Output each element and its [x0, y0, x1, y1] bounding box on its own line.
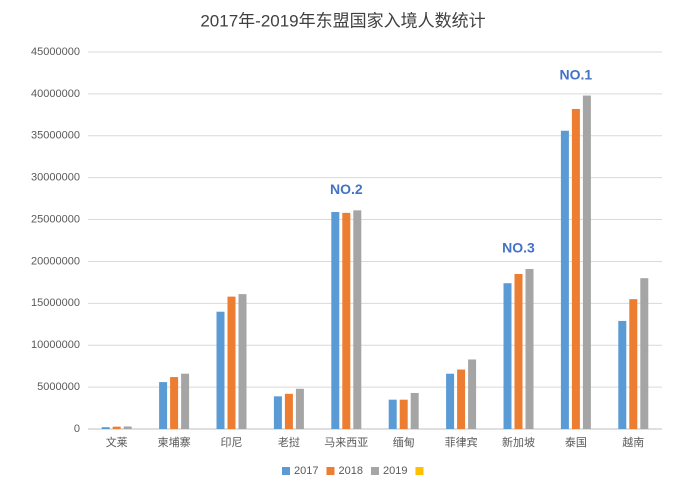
y-tick-label: 25000000	[31, 213, 80, 225]
x-tick-label: 缅甸	[393, 435, 415, 449]
bar	[353, 210, 362, 429]
y-tick-label: 0	[74, 423, 80, 435]
x-tick-label: 马来西亚	[324, 436, 368, 449]
legend-label: 2017	[294, 465, 318, 477]
x-tick-label: 柬埔寨	[158, 435, 191, 449]
bar	[273, 396, 282, 429]
legend-swatch	[326, 467, 335, 475]
bar	[295, 388, 304, 429]
y-tick-label: 35000000	[31, 130, 80, 142]
y-tick-label: 20000000	[31, 255, 80, 267]
bar	[181, 373, 190, 429]
y-tick-label: 40000000	[31, 88, 80, 100]
legend-swatch	[370, 467, 379, 475]
bar	[331, 212, 340, 429]
x-tick-label: 文莱	[106, 435, 128, 449]
bar	[342, 212, 351, 429]
x-tick-label: 越南	[622, 435, 644, 449]
legend-label: 2019	[383, 465, 407, 477]
bar	[284, 393, 293, 429]
bar	[446, 373, 455, 429]
bar	[227, 296, 236, 429]
bar	[238, 294, 247, 429]
bar	[123, 426, 132, 429]
bar	[629, 299, 638, 429]
bar	[112, 426, 121, 429]
y-tick-label: 45000000	[31, 46, 80, 58]
bar	[101, 427, 110, 429]
legend-swatch	[282, 467, 290, 475]
y-tick-label: 5000000	[37, 381, 80, 393]
bar	[503, 283, 512, 429]
y-tick-label: 15000000	[31, 297, 80, 309]
bar	[571, 108, 580, 430]
x-tick-label: 新加坡	[502, 435, 535, 449]
annotation: NO.3	[502, 240, 535, 256]
bar	[514, 274, 523, 429]
bar	[170, 377, 179, 429]
annotation: NO.2	[330, 181, 363, 197]
bar	[468, 359, 477, 429]
x-tick-label: 老挝	[278, 435, 300, 449]
annotation: NO.1	[560, 66, 593, 82]
bar	[640, 278, 649, 429]
bar	[216, 311, 225, 429]
bar	[159, 382, 168, 429]
bar	[399, 399, 408, 429]
y-tick-label: 10000000	[31, 339, 80, 351]
x-tick-label: 印尼	[221, 436, 243, 449]
legend-label: 2018	[338, 465, 362, 477]
bar	[525, 268, 534, 429]
x-tick-label: 菲律宾	[445, 435, 478, 449]
bar	[410, 392, 419, 429]
chart-title: 2017年-2019年东盟国家入境人数统计	[200, 11, 485, 30]
legend-swatch	[415, 467, 424, 475]
bar	[560, 130, 569, 430]
bar	[457, 369, 466, 429]
bar	[618, 320, 627, 429]
x-tick-label: 泰国	[565, 435, 587, 449]
y-tick-label: 30000000	[31, 172, 80, 184]
bar	[388, 399, 397, 429]
bar	[582, 95, 591, 429]
